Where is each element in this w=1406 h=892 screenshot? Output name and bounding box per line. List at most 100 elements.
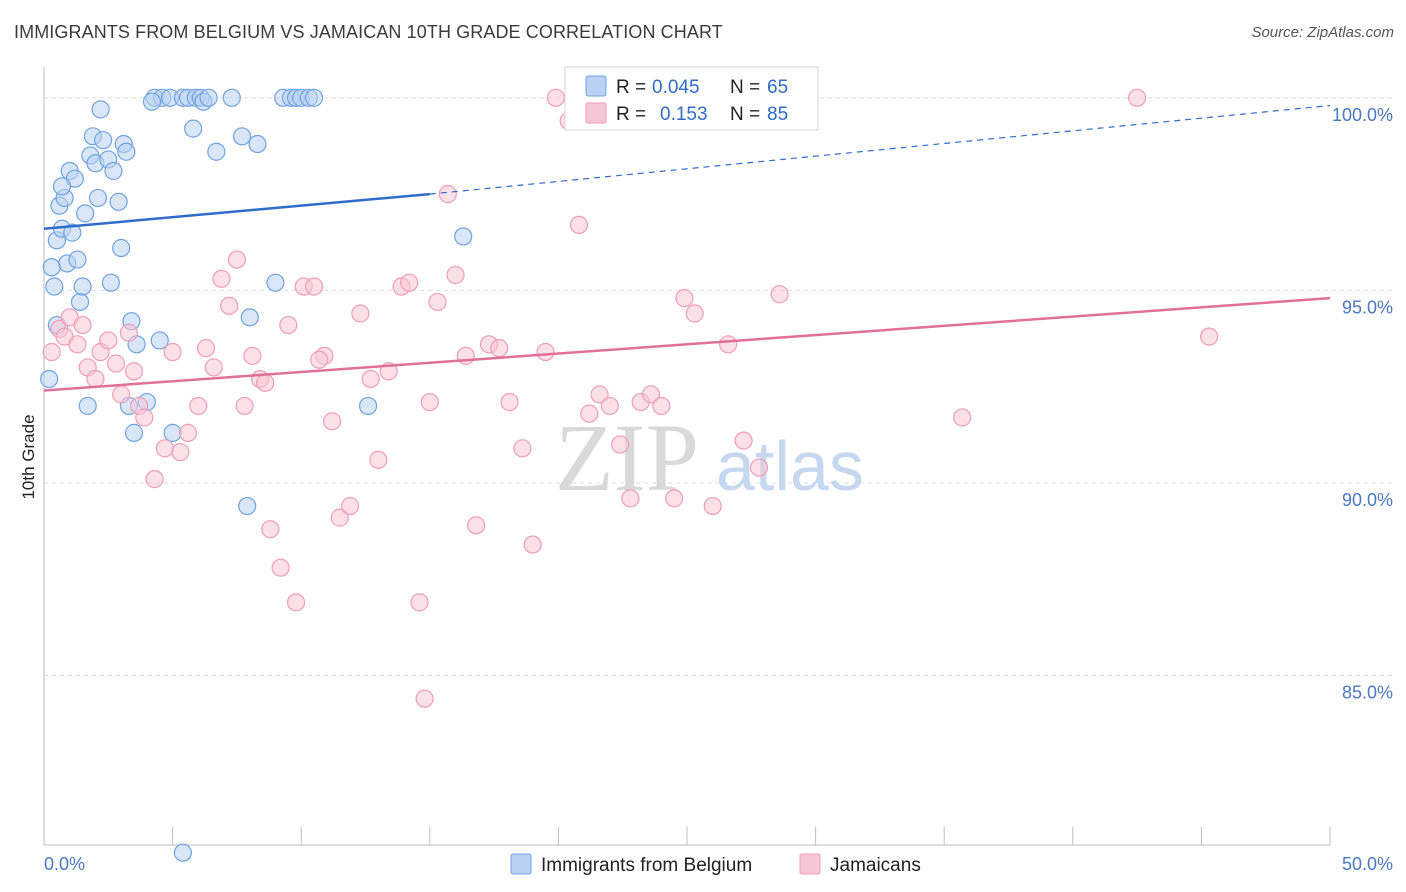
jamaicans-point-16: [145, 470, 164, 489]
x-tick-label-1: 50.0%: [1342, 854, 1393, 874]
jamaicans-point-62: [580, 404, 599, 423]
belgium-point-40: [240, 308, 259, 327]
y-axis-title: 10th Grade: [19, 414, 38, 499]
jamaicans-point-66: [621, 489, 640, 508]
trend-line-jamaicans: [43, 296, 1331, 392]
jamaicans-point-25: [220, 296, 239, 315]
belgium-point-1: [45, 277, 64, 296]
y-tick-label-1: 95.0%: [1342, 297, 1393, 317]
legend-n-label-belgium: N =: [730, 77, 760, 98]
jamaicans-point-22: [196, 339, 216, 358]
bottom-legend-swatch-belgium: [510, 853, 532, 875]
belgium-point-23: [117, 142, 136, 161]
belgium-point-57: [101, 273, 120, 292]
belgium-point-44: [150, 331, 169, 350]
jamaicans-point-72: [685, 304, 704, 323]
jamaicans-point-55: [500, 392, 519, 412]
jamaicans-point-40: [351, 304, 370, 323]
jamaicans-point-19: [171, 443, 190, 462]
jamaicans-point-0: [42, 342, 61, 362]
y-tick-label-3: 85.0%: [1342, 683, 1393, 703]
correlation-legend: R = 0.045 N = 65 R = 0.153 N = 85: [564, 66, 819, 131]
belgium-point-59: [52, 177, 72, 196]
jamaicans-point-68: [641, 385, 661, 404]
jamaicans-point-71: [675, 288, 694, 308]
jamaicans-point-61: [569, 215, 589, 235]
axes: [43, 67, 1331, 846]
belgium-point-45: [163, 423, 182, 442]
jamaicans-point-79: [953, 408, 972, 427]
jamaicans-point-65: [611, 435, 630, 454]
source-credit: Source: ZipAtlas.com: [1251, 24, 1394, 41]
jamaicans-point-63: [590, 385, 609, 404]
jamaicans-point-30: [261, 520, 280, 539]
jamaicans-point-76: [749, 458, 769, 477]
legend-n-value-belgium: 65: [767, 77, 788, 98]
jamaicans-point-20: [178, 423, 198, 442]
jamaicans-point-41: [361, 369, 380, 389]
belgium-point-36: [199, 88, 218, 107]
y-tick-label-0: 100.0%: [1332, 105, 1393, 125]
legend-n-label-jamaicans: N =: [730, 104, 760, 125]
belgium-point-8: [63, 223, 82, 242]
legend-swatch-jamaicans: [585, 102, 607, 124]
jamaicans-point-39: [340, 496, 360, 516]
belgium-point-53: [304, 88, 324, 107]
trend-lines: [43, 104, 1331, 392]
jamaicans-point-75: [734, 431, 753, 450]
legend-r-value-jamaicans: 0.153: [660, 104, 708, 125]
jamaicans-point-77: [770, 285, 789, 304]
jamaicans-point-50: [446, 265, 465, 285]
jamaicans-point-42: [369, 450, 388, 469]
legend-box: [564, 66, 819, 131]
jamaicans-point-70: [665, 489, 684, 508]
chart-title: IMMIGRANTS FROM BELGIUM VS JAMAICAN 10TH…: [14, 22, 723, 42]
jamaicans-point-64: [600, 396, 619, 416]
jamaicans-point-80: [1127, 88, 1147, 107]
jamaicans-point-52: [466, 516, 486, 535]
belgium-point-21: [109, 192, 128, 211]
jamaicans-point-31: [271, 558, 290, 577]
belgium-point-41: [248, 134, 267, 154]
jamaicans-point-54: [490, 339, 509, 358]
watermark: ZIP atlas: [555, 404, 864, 511]
bottom-legend-label-jamaicans: Jamaicans: [830, 855, 921, 876]
series-belgium-points: [40, 88, 473, 862]
jamaicans-point-17: [155, 439, 174, 458]
jamaicans-point-57: [523, 535, 542, 554]
jamaicans-point-13: [124, 362, 144, 381]
jamaicans-point-15: [135, 408, 154, 427]
jamaicans-point-83: [415, 689, 434, 708]
belgium-point-64: [454, 227, 473, 246]
jamaicans-point-81: [1200, 327, 1219, 346]
jamaicans-point-28: [243, 346, 262, 365]
belgium-point-18: [94, 131, 113, 150]
jamaicans-point-35: [304, 277, 324, 296]
belgium-point-38: [222, 88, 241, 107]
belgium-point-62: [88, 188, 108, 208]
series-legend: Immigrants from Belgium Jamaicans: [510, 853, 921, 876]
legend-n-value-jamaicans: 85: [767, 104, 788, 125]
belgium-point-20: [104, 161, 123, 181]
jamaicans-point-46: [410, 593, 429, 612]
belgium-point-17: [91, 100, 110, 119]
jamaicans-point-4: [68, 335, 87, 354]
belgium-point-32: [184, 119, 203, 138]
tick-labels: 100.0% 95.0% 90.0% 85.0% 0.0% 50.0%: [44, 105, 1393, 874]
legend-r-label-belgium: R =: [616, 77, 646, 98]
belgium-point-29: [142, 92, 162, 111]
grid-lines: [44, 97, 1395, 677]
jamaicans-point-69: [652, 396, 671, 416]
jamaicans-point-45: [400, 273, 419, 292]
series-jamaicans-points: [42, 88, 1219, 708]
jamaicans-point-58: [536, 342, 555, 362]
trend-line-belgium-extension: [429, 104, 1331, 195]
jamaicans-point-5: [73, 315, 92, 335]
belgium-point-0: [40, 369, 59, 389]
jamaicans-point-59: [546, 88, 565, 107]
belgium-point-54: [266, 273, 285, 292]
jamaicans-point-48: [428, 292, 447, 312]
belgium-point-55: [358, 396, 378, 416]
belgium-point-10: [68, 250, 87, 269]
